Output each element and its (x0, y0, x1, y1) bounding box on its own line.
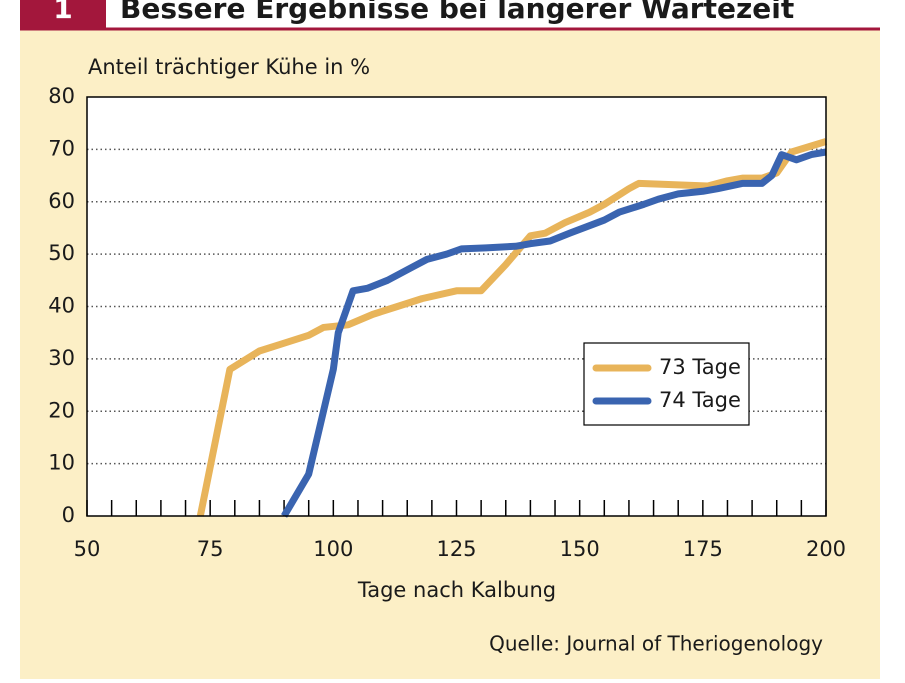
y-tick-label: 0 (62, 503, 75, 527)
y-tick-label: 70 (48, 136, 75, 160)
x-axis-label: Tage nach Kalbung (357, 578, 556, 602)
y-tick-label: 60 (48, 189, 75, 213)
x-tick-label: 150 (560, 537, 600, 561)
x-tick-label: 125 (436, 537, 476, 561)
x-tick-label: 175 (683, 537, 723, 561)
y-tick-label: 40 (48, 294, 75, 318)
source: Quelle: Journal of Theriogenology (489, 632, 823, 656)
y-axis-label: Anteil trächtiger Kühe in % (88, 55, 370, 79)
y-tick-label: 10 (48, 451, 75, 475)
chart-title: Bessere Ergebnisse bei längerer Wartezei… (120, 0, 794, 25)
x-tick-label: 200 (806, 537, 846, 561)
y-tick-label: 30 (48, 346, 75, 370)
y-tick-label: 20 (48, 398, 75, 422)
legend-label: 73 Tage (659, 355, 741, 379)
plot: 0 10 20 30 40 50 60 70 80 50 75 100 125 150 175 200 73 T… (48, 84, 846, 561)
plot-frame (86, 96, 827, 517)
figure-number: 1 (53, 0, 72, 25)
number-box (20, 0, 106, 28)
legend-box (583, 342, 750, 426)
x-tick-label: 75 (197, 537, 224, 561)
x-tick-label: 100 (313, 537, 353, 561)
series-line (281, 148, 827, 518)
y-tick-label: 80 (48, 84, 75, 108)
x-tick-label: 50 (74, 537, 101, 561)
series-line (196, 138, 828, 517)
y-tick-label: 50 (48, 241, 75, 265)
legend-label: 74 Tage (659, 388, 741, 412)
